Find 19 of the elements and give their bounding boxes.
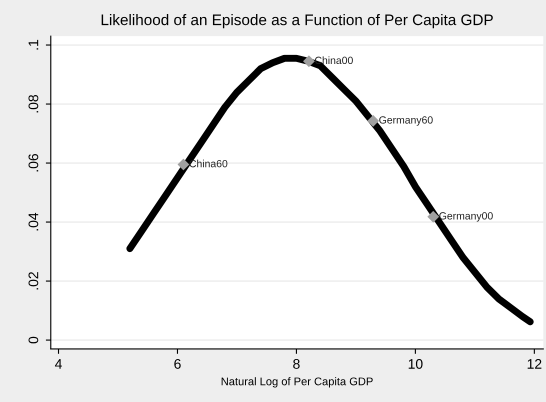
x-axis-title: Natural Log of Per Capita GDP (222, 377, 373, 388)
y-tick-label: 0 (28, 336, 38, 344)
y-tick-label: .1 (28, 40, 38, 50)
x-tick-label: 12 (528, 359, 542, 369)
y-tick-label: .04 (28, 212, 38, 230)
annotation: Germany00 (439, 212, 493, 222)
x-tick-label: 6 (174, 359, 181, 369)
x-tick-label: 4 (54, 359, 62, 369)
y-tick-label: .02 (28, 272, 38, 290)
point (178, 158, 190, 170)
chart-title: Likelihood of an Episode as a Function of Per Capita GDP (102, 14, 493, 28)
annotation: Germany60 (379, 116, 433, 126)
x-tick-label: 8 (293, 359, 300, 369)
y-tick-label: .08 (28, 94, 38, 112)
point (303, 55, 315, 68)
y-tick-label: .06 (28, 154, 38, 172)
x-tick-label: 10 (408, 359, 423, 369)
point (367, 114, 380, 127)
point (427, 210, 440, 223)
